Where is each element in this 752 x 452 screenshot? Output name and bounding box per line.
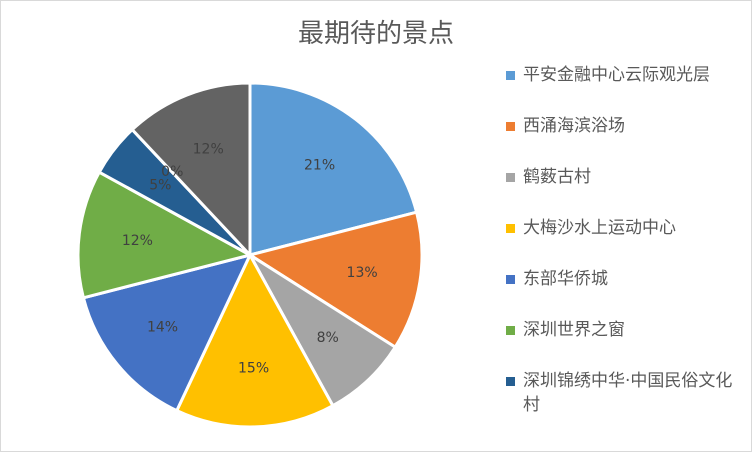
- legend-label-2: 鹤薮古村: [523, 167, 591, 187]
- slice-data-label-4: 14%: [147, 319, 178, 335]
- pie-slice-1: [248, 210, 424, 349]
- slice-data-label-5: 12%: [122, 233, 153, 249]
- legend-item-4: 东部华侨城: [506, 267, 746, 291]
- legend-label-4: 东部华侨城: [523, 269, 608, 289]
- slice-data-label-6: 5%: [149, 177, 171, 193]
- legend-swatch-6: [506, 377, 515, 386]
- slice-data-label-1: 13%: [347, 265, 378, 281]
- pie-slice-4: [81, 253, 252, 413]
- legend-swatch-3: [506, 224, 515, 233]
- legend-swatch-2: [506, 173, 515, 182]
- legend-label-1: 西涌海滨浴场: [523, 116, 625, 136]
- slice-data-label-3: 15%: [238, 360, 269, 376]
- legend: 平安金融中心云际观光层 西涌海滨浴场 鹤薮古村大梅沙水上运动中心 东部华侨城深圳世界之…: [506, 63, 746, 444]
- chart-title: 最期待的景点: [297, 19, 454, 49]
- slice-data-label-0: 21%: [304, 157, 335, 173]
- legend-item-0: 平安金融中心云际观光层: [506, 63, 746, 87]
- pie-slice-8: [130, 81, 252, 257]
- legend-swatch-0: [506, 71, 515, 80]
- slice-data-label-2: 8%: [317, 330, 339, 346]
- legend-swatch-1: [506, 122, 515, 131]
- legend-item-3: 大梅沙水上运动中心: [506, 216, 746, 240]
- slice-data-label-7: 0%: [161, 164, 183, 180]
- legend-item-6: 深圳锦绣中华·中国民俗文化村: [506, 369, 746, 417]
- legend-swatch-5: [506, 326, 515, 335]
- slice-data-label-8: 12%: [193, 141, 224, 157]
- legend-item-1: 西涌海滨浴场: [506, 114, 746, 138]
- legend-item-2: 鹤薮古村: [506, 165, 746, 189]
- pie-slice-0: [248, 81, 419, 257]
- legend-label-5: 深圳世界之窗: [523, 320, 625, 340]
- legend-swatch-4: [506, 275, 515, 284]
- legend-label-0: 平安金融中心云际观光层: [523, 65, 710, 85]
- legend-label-6: 深圳锦绣中华·中国民俗文化村: [523, 371, 733, 415]
- pie-slice-5: [76, 170, 252, 300]
- pie-slice-3: [175, 253, 335, 429]
- legend-item-5: 深圳世界之窗: [506, 318, 746, 342]
- legend-label-3: 大梅沙水上运动中心: [523, 218, 676, 238]
